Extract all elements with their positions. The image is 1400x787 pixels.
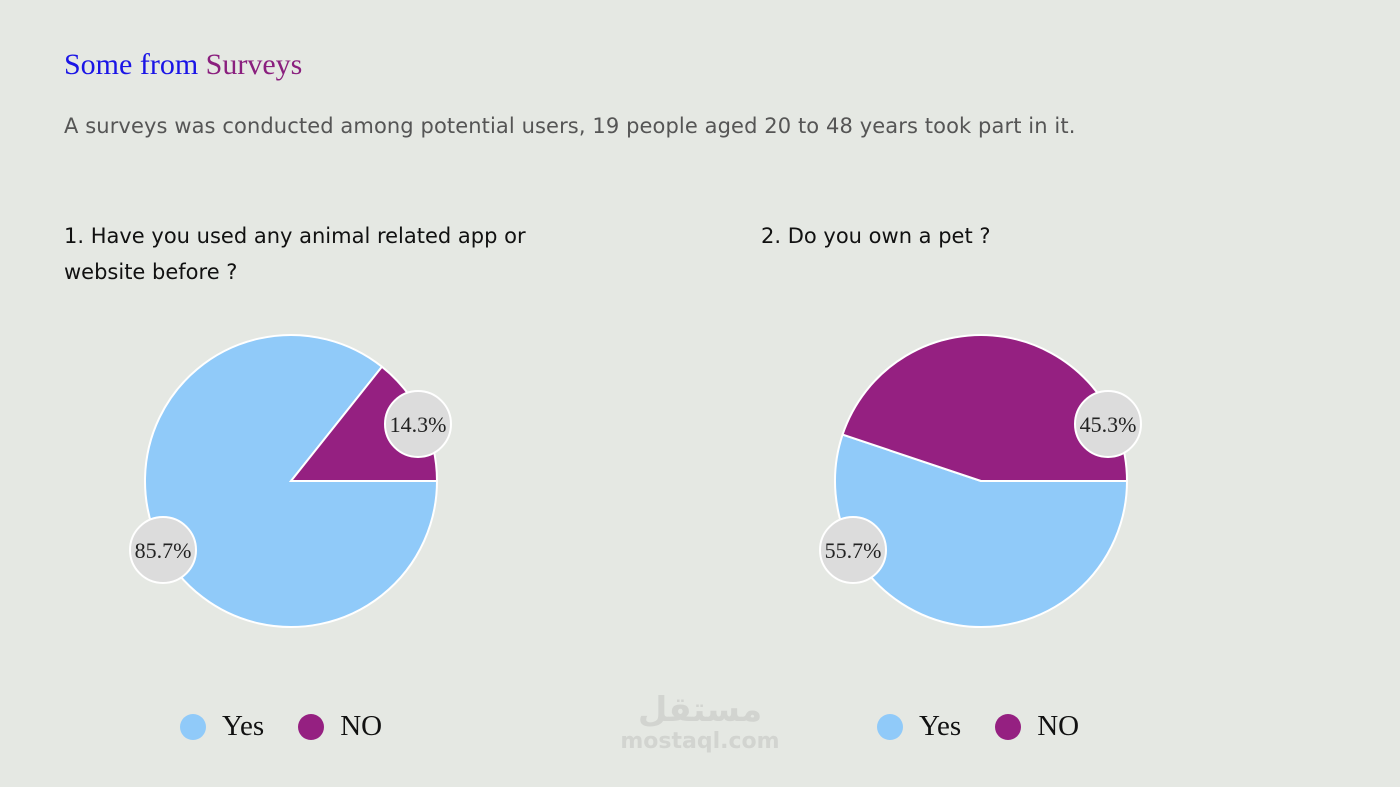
legend-swatch-no [995, 713, 1022, 740]
data-label-no: 45.3% [1080, 412, 1137, 437]
legend-item-yes: Yes [877, 710, 961, 743]
legend-label-yes: Yes [222, 710, 265, 742]
legend-swatch-yes [180, 713, 206, 740]
question-2-title: 2. Do you own a pet ? [761, 224, 991, 248]
legend-item-no: NO [298, 710, 382, 743]
legend-item-no: NO [995, 710, 1079, 743]
watermark-latin: mostaql.com [620, 729, 780, 754]
data-label-bubble-no [384, 390, 452, 458]
data-label-yes: 55.7% [825, 538, 882, 563]
legend-label-no: NO [340, 710, 383, 742]
data-label-bubble-yes [819, 516, 887, 584]
data-label-yes: 85.7% [135, 538, 192, 563]
mostaql-watermark: مستقل mostaql.com [612, 690, 788, 754]
data-label-no: 14.3% [390, 412, 447, 437]
legend-chart-2: Yes NO [877, 710, 1113, 743]
data-label-bubble-no [1074, 390, 1142, 458]
pie-slice-yes [834, 433, 1129, 628]
legend-item-yes: Yes [180, 710, 264, 743]
page-subtitle: A surveys was conducted among potential … [64, 114, 1076, 138]
legend-swatch-yes [877, 713, 903, 740]
title-part-surveys: Surveys [205, 48, 303, 81]
legend-swatch-no [298, 713, 325, 740]
legend-label-yes: Yes [919, 710, 962, 742]
title-part-some-from: Some from [64, 48, 199, 81]
data-label-bubble-yes [129, 516, 197, 584]
legend-label-no: NO [1037, 710, 1080, 742]
page-title: Some from Surveys [64, 48, 302, 82]
watermark-arabic: مستقل [637, 690, 763, 730]
question-1-title: 1. Have you used any animal related app … [64, 224, 526, 284]
legend-chart-1: Yes NO [180, 710, 416, 743]
